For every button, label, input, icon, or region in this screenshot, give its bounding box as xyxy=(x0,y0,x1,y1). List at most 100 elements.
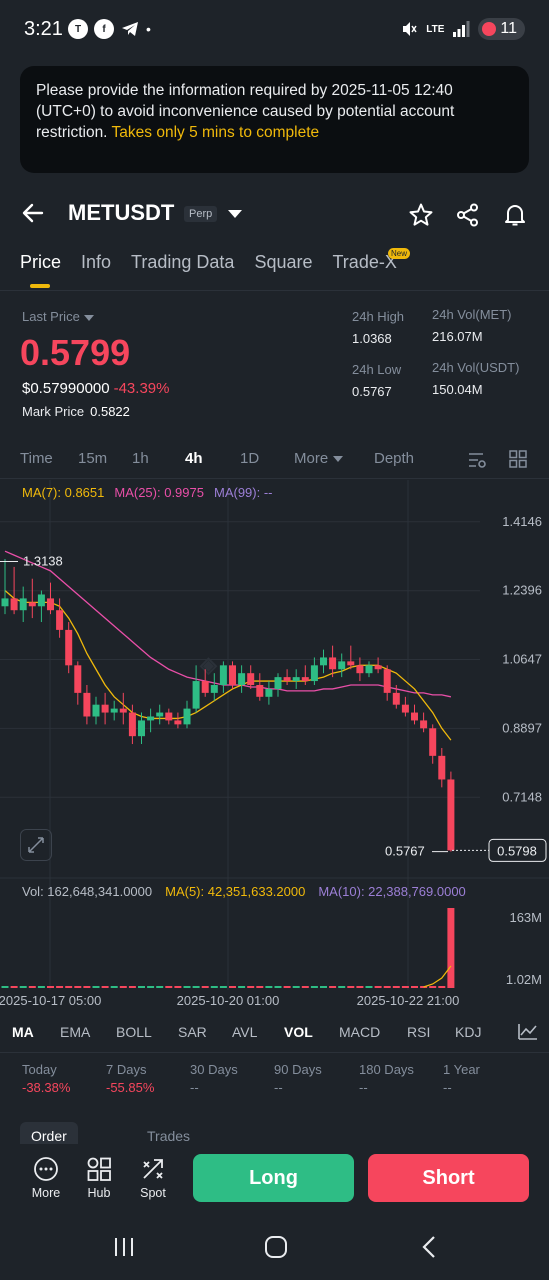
volume-bar xyxy=(110,986,118,988)
candle-body xyxy=(392,692,400,705)
indicator-kdj[interactable]: KDJ xyxy=(455,1024,482,1040)
volume-bar xyxy=(128,986,136,988)
volume-bar xyxy=(65,986,73,988)
long-button[interactable]: Long xyxy=(193,1154,354,1202)
y-tick-label: 1.4146 xyxy=(502,514,542,529)
low-label: 24h Low xyxy=(352,362,402,377)
candle-body xyxy=(10,598,18,611)
indicator-settings-icon[interactable] xyxy=(467,450,487,470)
indicator-rsi[interactable]: RSI xyxy=(407,1024,431,1040)
vol-usdt-label: 24h Vol(USDT) xyxy=(432,360,520,375)
indicator-vol[interactable]: VOL xyxy=(284,1024,313,1040)
candle-body xyxy=(274,677,282,689)
volume-bar xyxy=(338,986,346,988)
bell-icon[interactable] xyxy=(502,202,528,228)
verification-notice[interactable]: Please provide the information required … xyxy=(20,66,529,173)
system-nav-bar xyxy=(0,1212,549,1280)
recent-apps-icon[interactable] xyxy=(104,1232,144,1262)
candle-body xyxy=(192,681,200,709)
price-chart[interactable]: 1.4146 1.2396 1.0647 0.8897 0.7148 ◈ 1.3138 0.5… xyxy=(0,480,549,1010)
perf-label: 7 Days xyxy=(106,1062,147,1077)
interval-more[interactable]: More xyxy=(294,450,344,467)
tabs-divider xyxy=(0,290,549,291)
volume-bar xyxy=(292,986,300,988)
candle-body xyxy=(429,728,437,756)
page-tabs: Price Info Trading Data Square Trade-X xyxy=(20,252,417,288)
usd-price: $0.57990000 xyxy=(22,380,110,397)
perf-value: -- xyxy=(359,1080,368,1095)
tab-trades[interactable]: Trades xyxy=(147,1128,191,1144)
signal-icon xyxy=(453,21,470,37)
indicator-ema[interactable]: EMA xyxy=(60,1024,91,1040)
candle-body xyxy=(238,673,246,685)
interval-time[interactable]: Time xyxy=(20,450,53,467)
tab-trading-data[interactable]: Trading Data xyxy=(131,252,235,272)
tab-price[interactable]: Price xyxy=(20,252,62,288)
x-tick-label: 2025-10-22 21:00 xyxy=(357,993,460,1008)
share-icon[interactable] xyxy=(455,202,481,228)
vol-ma5-line xyxy=(423,965,452,988)
candle-body xyxy=(229,665,236,685)
watermark: ◈ xyxy=(199,652,218,677)
status-right: LTE 11 xyxy=(400,18,525,40)
more-button[interactable]: More xyxy=(21,1156,71,1200)
candle-body xyxy=(201,681,209,693)
expand-icon[interactable] xyxy=(20,829,52,861)
caret-down-icon xyxy=(333,456,344,463)
tab-trade-x[interactable]: Trade-X xyxy=(332,252,397,272)
mute-icon xyxy=(403,22,417,36)
more-label: More xyxy=(31,1186,61,1200)
perf-1y: 1 Year -- xyxy=(443,1062,480,1095)
volume-bar xyxy=(174,986,182,988)
interval-4h[interactable]: 4h xyxy=(185,450,203,467)
volume-tick-label: 1.02M xyxy=(506,972,542,987)
candle-body xyxy=(356,665,364,674)
perf-30d: 30 Days -- xyxy=(190,1062,238,1095)
perf-180d: 180 Days -- xyxy=(359,1062,414,1095)
candle-body xyxy=(292,677,300,682)
candle-body xyxy=(374,665,382,670)
chart-indicator-icon[interactable] xyxy=(518,1023,538,1041)
chevron-down-icon[interactable] xyxy=(228,210,242,218)
star-icon[interactable] xyxy=(408,202,434,228)
ma-legend: MA(7): 0.8651 MA(25): 0.9975 MA(99): -- xyxy=(22,485,272,500)
layout-grid-icon[interactable] xyxy=(509,450,527,468)
interval-1d[interactable]: 1D xyxy=(240,450,260,467)
last-price-selector[interactable]: Last Price xyxy=(22,309,94,324)
candle-body xyxy=(47,598,54,611)
indicator-ma[interactable]: MA xyxy=(12,1024,34,1040)
volume-bar xyxy=(1,986,9,988)
home-icon[interactable] xyxy=(256,1232,296,1262)
interval-depth[interactable]: Depth xyxy=(374,450,415,467)
talk-icon: T xyxy=(68,19,88,39)
hub-button[interactable]: Hub xyxy=(74,1156,124,1200)
tab-square[interactable]: Square xyxy=(254,252,313,272)
candle-body xyxy=(119,708,127,713)
tab-info[interactable]: Info xyxy=(81,252,112,272)
notice-link[interactable]: Takes only 5 mins to complete xyxy=(111,124,320,141)
indicator-macd[interactable]: MACD xyxy=(339,1024,381,1040)
volume-bar xyxy=(156,986,164,988)
spot-button[interactable]: Spot xyxy=(128,1156,178,1200)
symbol-title[interactable]: METUSDT xyxy=(68,200,175,225)
interval-1h[interactable]: 1h xyxy=(132,450,149,467)
indicator-sar[interactable]: SAR xyxy=(178,1024,207,1040)
volume-bar xyxy=(301,986,309,988)
short-button[interactable]: Short xyxy=(368,1154,529,1202)
back-icon[interactable] xyxy=(410,1232,450,1262)
volume-bar xyxy=(229,986,236,988)
volume-bar xyxy=(329,986,337,988)
back-arrow-icon[interactable] xyxy=(20,200,46,226)
indicator-avl[interactable]: AVL xyxy=(232,1024,258,1040)
interval-15m[interactable]: 15m xyxy=(78,450,108,467)
candle-body xyxy=(92,704,100,717)
candle-body xyxy=(165,712,173,721)
indicator-boll[interactable]: BOLL xyxy=(116,1024,152,1040)
mark-price-line: Mark Price 0.5822 xyxy=(22,404,130,419)
volume-bar xyxy=(238,986,246,988)
vol-legend-value: Vol: 162,648,341.0000 xyxy=(22,884,153,899)
status-bar: 3:21 T f • LTE 11 xyxy=(0,0,549,60)
caret-down-icon xyxy=(83,314,94,321)
volume-bar xyxy=(192,986,200,988)
candle-body xyxy=(329,657,337,670)
